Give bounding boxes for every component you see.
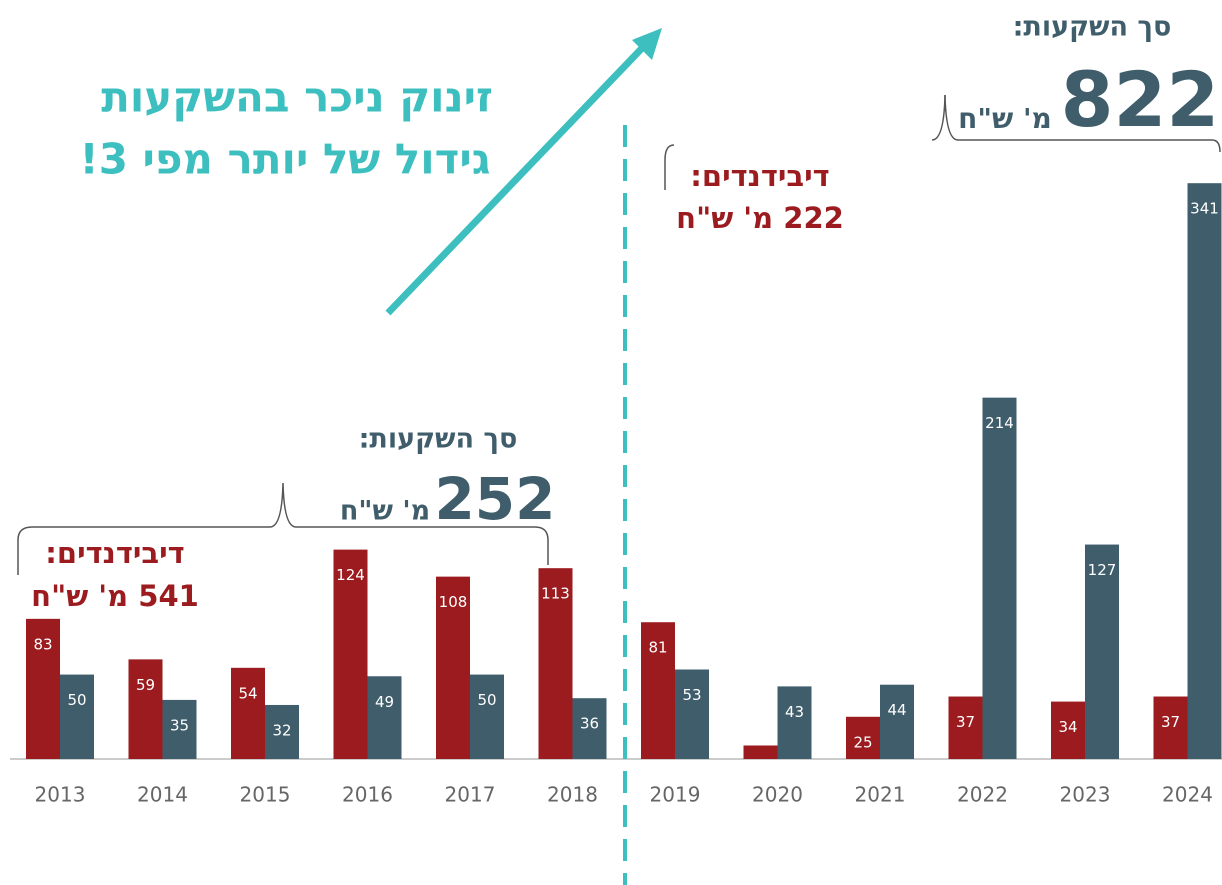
bar — [846, 716, 880, 759]
value-label: 113 — [541, 585, 570, 603]
value-label: 8 — [756, 724, 766, 742]
value-label: 127 — [1088, 561, 1117, 579]
x-tick-label: 2013 — [35, 783, 86, 807]
arrow-head — [632, 28, 662, 60]
headline: גידול של יותר מפי 3! — [80, 135, 491, 184]
bar — [470, 674, 504, 759]
x-tick-label: 2016 — [342, 783, 393, 807]
value-label: 50 — [67, 691, 86, 709]
value-label: 36 — [580, 715, 599, 733]
div-total: 222 מ' ש"ח — [676, 201, 844, 235]
headline: זינוק ניכר בהשקעות — [101, 73, 493, 122]
invest-label: סך השקעות: — [359, 424, 518, 455]
bar — [948, 696, 983, 759]
value-label: 108 — [439, 593, 468, 611]
bar — [743, 745, 778, 759]
brace — [664, 144, 675, 190]
value-label: 124 — [336, 566, 365, 584]
value-label: 34 — [1058, 718, 1077, 736]
value-label: 49 — [375, 693, 394, 711]
x-tick-label: 2024 — [1162, 783, 1213, 807]
bar — [1051, 701, 1085, 759]
value-label: 43 — [785, 703, 804, 721]
x-tick-label: 2023 — [1060, 783, 1111, 807]
value-label: 214 — [985, 414, 1014, 432]
brace — [944, 94, 1221, 153]
bar — [1085, 544, 1119, 759]
bar — [367, 676, 402, 759]
bar — [231, 667, 265, 759]
value-label: 37 — [1161, 713, 1180, 731]
bar — [777, 686, 812, 759]
value-label: 54 — [238, 684, 257, 702]
value-label: 50 — [477, 691, 496, 709]
invest-label: סך השקעות: — [1013, 12, 1172, 43]
value-label: 25 — [853, 733, 872, 751]
bar — [982, 397, 1017, 759]
value-label: 53 — [682, 686, 701, 704]
invest-total: 252 — [434, 465, 555, 533]
bar — [162, 699, 197, 759]
x-tick-label: 2017 — [445, 783, 496, 807]
value-label: 83 — [33, 635, 52, 653]
x-tick-label: 2018 — [547, 783, 598, 807]
bar — [538, 568, 573, 759]
x-tick-label: 2021 — [855, 783, 906, 807]
x-tick-label: 2015 — [240, 783, 291, 807]
bar — [1187, 183, 1222, 759]
brace — [931, 94, 946, 141]
invest-total: 822 — [1061, 55, 1220, 144]
bar — [26, 618, 60, 759]
x-tick-label: 2020 — [752, 783, 803, 807]
bar — [436, 576, 470, 759]
value-label: 341 — [1190, 200, 1219, 218]
bar — [675, 669, 709, 759]
arrow — [385, 42, 648, 316]
x-tick-label: 2022 — [957, 783, 1008, 807]
bar — [572, 698, 607, 759]
value-label: 59 — [136, 676, 155, 694]
x-tick-label: 2014 — [137, 783, 188, 807]
bar — [641, 622, 675, 759]
bar — [1153, 696, 1188, 759]
bar — [265, 704, 299, 759]
value-label: 32 — [272, 721, 291, 739]
value-label: 81 — [648, 639, 667, 657]
invest-unit: מ' ש"ח — [958, 102, 1052, 135]
brace — [17, 482, 549, 575]
bar — [333, 549, 368, 759]
bar — [880, 684, 914, 759]
bar — [60, 674, 94, 759]
value-label: 44 — [887, 701, 906, 719]
div-label: דיבידנדים: — [690, 159, 829, 193]
bar — [128, 659, 163, 759]
value-label: 35 — [170, 716, 189, 734]
invest-unit: מ' ש"ח — [340, 496, 430, 527]
value-label: 37 — [956, 713, 975, 731]
div-total: 541 מ' ש"ח — [31, 579, 199, 613]
x-tick-label: 2019 — [650, 783, 701, 807]
div-label: דיבידנדים: — [45, 536, 184, 570]
